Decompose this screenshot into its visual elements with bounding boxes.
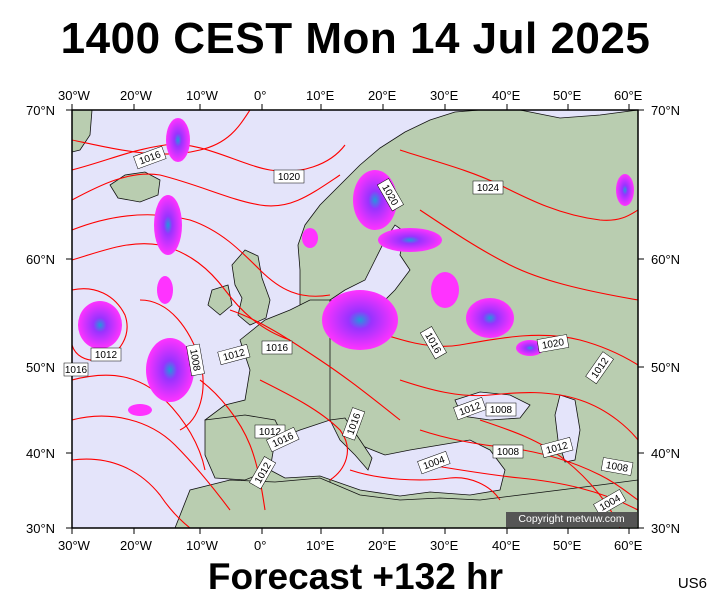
- land-britain: [231, 249, 271, 326]
- isobar-label: 1012: [95, 350, 118, 361]
- lat-label-right: 70°N: [651, 103, 681, 118]
- lon-label-bottom: 30°W: [58, 538, 90, 553]
- lat-label-right: 30°N: [651, 521, 681, 536]
- lon-label-bottom: 10°W: [186, 538, 218, 553]
- lon-label-bottom: 40°E: [492, 538, 521, 553]
- isobar-label: 1008: [497, 447, 520, 458]
- land-iceland: [109, 171, 161, 203]
- lon-label-top: 20°W: [120, 88, 152, 103]
- lat-label-left: 30°N: [26, 521, 56, 536]
- isobar-label: 1020: [278, 172, 301, 183]
- lon-label-top: 60°E: [614, 88, 643, 103]
- lat-label-left: 70°N: [26, 103, 56, 118]
- isobar-label: 1008: [187, 348, 202, 372]
- lon-label-top: 40°E: [492, 88, 521, 103]
- land-ireland: [207, 284, 233, 316]
- isobar-label: 1008: [605, 460, 629, 475]
- lon-label-top: 30°W: [58, 88, 90, 103]
- lat-label-right: 50°N: [651, 360, 681, 375]
- lon-label-top: 50°E: [553, 88, 582, 103]
- lon-label-bottom: 50°E: [553, 538, 582, 553]
- lon-label-bottom: 0°: [254, 538, 267, 553]
- lon-label-bottom: 20°W: [120, 538, 152, 553]
- lon-label-bottom: 10°E: [306, 538, 335, 553]
- lon-label-top: 10°E: [306, 88, 335, 103]
- isobar-label: 1016: [266, 343, 289, 354]
- lon-label-top: 10°W: [186, 88, 218, 103]
- forecast-label: Forecast +132 hr: [207, 556, 504, 597]
- lon-label-bottom: 30°E: [430, 538, 459, 553]
- isobars: [72, 110, 638, 528]
- map-frame: [71, 109, 639, 529]
- graticule-ticks: [66, 104, 644, 534]
- region-code: US6: [677, 575, 707, 592]
- lat-label-left: 50°N: [26, 360, 56, 375]
- lat-label-right: 60°N: [651, 252, 681, 267]
- precipitation: [78, 118, 634, 416]
- isobar-label: 1020: [541, 337, 565, 352]
- lon-label-top: 30°E: [430, 88, 459, 103]
- lat-label-right: 40°N: [651, 446, 681, 461]
- isobar-labels: 1016 1020 1020 1024 1012 1016 1016 1012 …: [63, 145, 634, 517]
- lat-label-left: 40°N: [26, 446, 56, 461]
- isobar-label: 1012: [259, 427, 282, 438]
- isobar-label: 1008: [490, 405, 513, 416]
- copyright-badge: Copyright metvuw.com: [506, 512, 637, 527]
- lon-label-bottom: 20°E: [368, 538, 397, 553]
- lon-label-bottom: 60°E: [614, 538, 643, 553]
- isobar-label: 1016: [65, 365, 88, 376]
- lon-label-top: 20°E: [368, 88, 397, 103]
- lon-label-top: 0°: [254, 88, 267, 103]
- lat-label-left: 60°N: [26, 252, 56, 267]
- isobar-label: 1024: [477, 183, 500, 194]
- map-title: 1400 CEST Mon 14 Jul 2025: [60, 14, 651, 63]
